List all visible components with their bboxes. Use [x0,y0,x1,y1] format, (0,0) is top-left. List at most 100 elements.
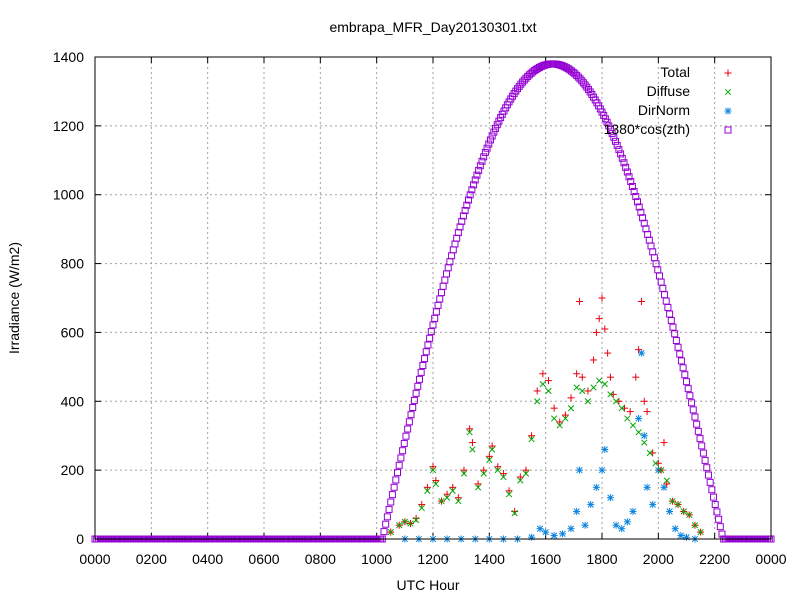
data-point [561,411,569,419]
data-point [388,491,396,499]
data-point [601,445,609,453]
data-point [629,422,637,429]
data-point [414,382,422,390]
data-point [708,486,716,494]
data-point [635,346,643,354]
x-tick-label: 0000 [755,551,786,567]
data-point [517,477,524,484]
data-point [625,173,633,181]
data-point [672,337,680,345]
data-point [677,357,685,365]
chart-title: embrapa_MFR_Day20130301.txt [329,19,536,35]
data-point [671,330,679,338]
grid [95,57,771,539]
data-point [622,163,630,171]
data-point [706,478,714,486]
data-point [711,500,719,508]
data-point [385,505,393,513]
data-point [490,128,498,136]
data-point [480,470,487,477]
legend-entry-total: Total [660,64,732,80]
data-point [592,483,600,491]
data-point [679,364,687,372]
data-point [646,449,654,457]
series-diffuse [387,377,704,536]
data-point [603,118,611,126]
data-point [660,439,668,447]
data-point [454,494,462,502]
data-point [633,198,641,206]
data-point [689,406,697,414]
x-tick-label: 2200 [699,551,730,567]
data-point [632,373,640,381]
data-point [686,392,694,400]
data-point [716,523,724,531]
legend-marker [724,69,732,77]
data-point [533,387,541,395]
data-point [460,466,468,474]
data-point [409,404,417,412]
y-tick-label: 0 [76,531,84,547]
x-tick-label: 0400 [192,551,223,567]
data-point [419,361,427,369]
data-point [468,186,476,194]
data-point [402,432,410,440]
data-point [466,429,473,436]
x-axis-title: UTC Hour [396,577,459,593]
data-point [485,140,493,148]
data-point [684,385,692,393]
series-dirnorm [401,349,699,543]
data-point [623,168,631,176]
data-point [701,456,709,464]
data-point [697,528,704,536]
data-point [606,494,614,502]
data-point [415,375,423,383]
data-point [618,154,626,162]
data-point [399,447,407,455]
y-tick-label: 800 [61,256,85,272]
data-point [663,477,670,484]
data-point [429,466,437,474]
data-point [649,501,657,509]
data-point [605,122,613,130]
data-point [423,483,431,491]
legend-label-total: Total [660,64,690,80]
data-point [556,418,564,426]
data-point [710,493,718,501]
data-point [405,418,413,426]
data-point [615,146,623,154]
data-point [637,297,645,305]
data-point [468,439,476,447]
x-tick-label: 2000 [643,551,674,567]
data-point [424,487,431,494]
data-point [604,349,612,357]
data-point [550,404,558,412]
data-point [463,201,471,209]
data-point [387,498,395,506]
data-point [618,405,625,412]
data-point [429,321,437,329]
data-point [511,510,518,517]
data-point [478,157,486,165]
data-point [499,470,507,478]
data-point [567,405,575,412]
legend-marker [724,126,732,134]
data-point [505,487,513,495]
data-point [528,533,536,541]
data-point [401,518,408,525]
data-point [542,528,550,536]
data-point [590,356,598,364]
data-point [598,466,606,474]
data-point [461,207,469,215]
data-point [410,396,418,404]
legend-marker [724,88,732,96]
data-point [704,471,712,479]
data-point [449,483,457,491]
data-point [534,398,541,405]
data-point [613,141,621,149]
data-point [539,370,547,378]
data-point [620,159,628,167]
data-point [528,436,535,443]
data-point [713,508,721,516]
data-point [443,490,451,498]
